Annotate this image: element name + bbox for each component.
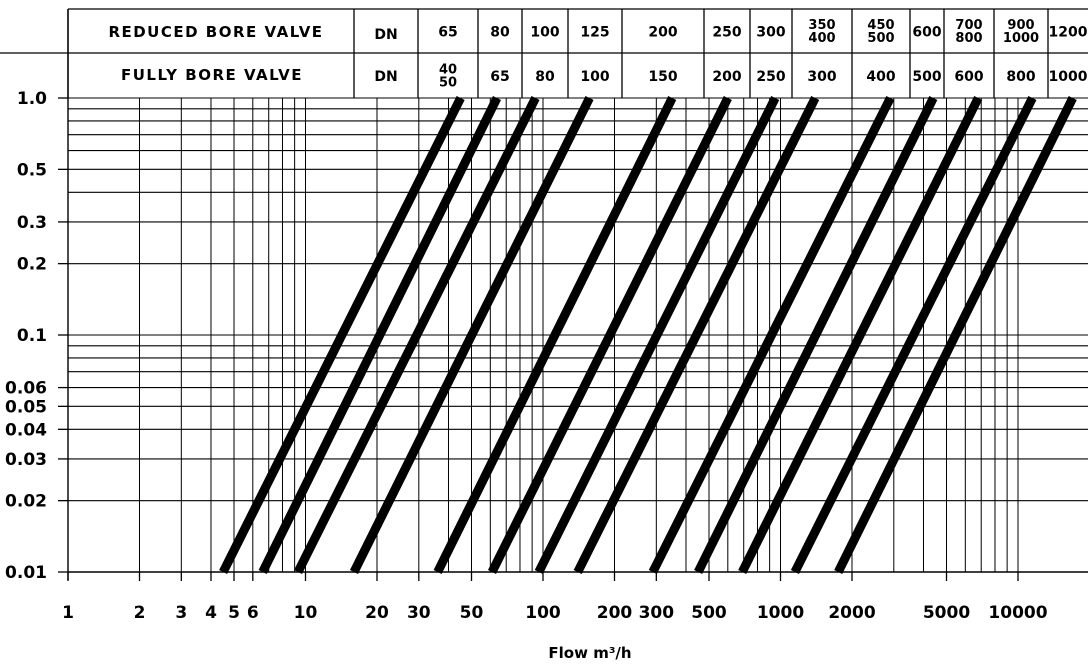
reduced-size-8-line1: 450 [867, 18, 894, 33]
full-size-6: 250 [756, 69, 785, 85]
x-tick-label: 50 [460, 603, 484, 623]
y-tick-label: 0.04 [5, 420, 47, 440]
flow-line-8 [648, 95, 895, 575]
y-tick-label: 0.05 [5, 397, 47, 417]
flow-line-10 [738, 95, 983, 575]
x-tick-label: 3 [175, 603, 187, 623]
reduced-size-1: 80 [490, 25, 510, 41]
y-tick-label: 0.2 [17, 255, 47, 275]
full-size-5: 200 [712, 69, 741, 85]
x-tick-label: 200 [597, 603, 633, 623]
y-tick-label: 0.5 [17, 160, 47, 180]
full-size-3: 100 [580, 69, 609, 85]
y-tick-label: 1.0 [17, 89, 47, 109]
y-tick-label: 0.06 [5, 379, 47, 399]
reduced-size-11-line2: 1000 [1003, 31, 1039, 46]
reduced-size-0: 65 [438, 25, 457, 41]
x-tick-label: 1000 [757, 603, 804, 623]
reduced-size-7-line2: 400 [808, 31, 835, 46]
y-tick-label: 0.1 [17, 326, 47, 346]
x-tick-label: 5 [228, 603, 240, 623]
flow-line-4 [433, 96, 677, 574]
reduced-size-6: 300 [756, 25, 785, 41]
reduced-size-4: 200 [648, 25, 677, 41]
flow-lines [219, 95, 1077, 575]
flow-line-5 [487, 95, 732, 575]
y-tick-label: 0.03 [5, 450, 47, 470]
full-size-8: 400 [866, 69, 895, 85]
reduced-size-12: 1200 [1049, 25, 1088, 41]
x-tick-label: 10 [294, 603, 318, 623]
full-size-9: 500 [912, 69, 941, 85]
flow-line-2 [293, 95, 540, 575]
y-tick-label: 0.01 [5, 563, 47, 583]
flow-line-7 [573, 95, 820, 575]
full-size-1: 65 [490, 69, 509, 85]
full-size-7: 300 [807, 69, 836, 85]
x-tick-label: 500 [691, 603, 727, 623]
full-size-2: 80 [535, 69, 555, 85]
reduced-size-5: 250 [712, 25, 741, 41]
flow-line-12 [834, 96, 1077, 574]
reduced-size-3: 125 [580, 25, 609, 41]
flow-line-3 [349, 95, 594, 575]
reduced-size-8-line2: 500 [867, 31, 894, 46]
full-size-10: 600 [954, 69, 983, 85]
flow-line-0 [219, 95, 465, 575]
chart-grid [67, 9, 1088, 580]
flow-line-9 [694, 95, 938, 575]
x-tick-label: 30 [407, 603, 431, 623]
flow-line-11 [790, 95, 1037, 575]
flow-line-1 [258, 96, 502, 574]
reduced-size-10-line1: 700 [955, 18, 982, 33]
x-tick-label: 5000 [923, 603, 970, 623]
reduced-size-9: 600 [912, 25, 941, 41]
reduced-size-2: 100 [530, 25, 559, 41]
axis-ticks: 0.01 0.02 0.03 0.04 0.050.06 0.1 0.2 0.3 0.5 1.0 1… [5, 89, 1048, 623]
reduced-size-11-line1: 900 [1007, 18, 1034, 33]
x-tick-label: 20 [365, 603, 389, 623]
full-size-4: 150 [648, 69, 677, 85]
x-tick-label: 6 [247, 603, 259, 623]
y-tick-label: 0.3 [17, 213, 47, 233]
full-size-12: 1000 [1049, 69, 1088, 85]
x-tick-label: 2000 [828, 603, 875, 623]
x-tick-label: 1 [62, 603, 74, 623]
x-tick-label: 2 [134, 603, 146, 623]
full-bore-label: FULLY BORE VALVE [121, 66, 303, 84]
x-tick-label: 300 [639, 603, 675, 623]
valve-size-header: REDUCED BORE VALVE FULLY BORE VALVE DN DN 65… [0, 8, 1088, 98]
full-size-11: 800 [1006, 69, 1035, 85]
x-tick-label: 10000 [988, 603, 1047, 623]
full-size-0-line2: 50 [439, 76, 457, 91]
reduced-dn-label: DN [374, 27, 397, 43]
x-tick-label: 100 [525, 603, 561, 623]
reduced-size-7-line1: 350 [808, 18, 835, 33]
full-dn-label: DN [374, 69, 397, 85]
reduced-size-10-line2: 800 [955, 31, 982, 46]
x-axis-label: Flow m³/h [548, 644, 631, 662]
flow-line-6 [534, 95, 780, 575]
reduced-bore-label: REDUCED BORE VALVE [108, 23, 323, 41]
y-tick-label: 0.02 [5, 492, 47, 512]
x-tick-label: 4 [205, 603, 217, 623]
full-size-0-line1: 40 [439, 63, 457, 78]
